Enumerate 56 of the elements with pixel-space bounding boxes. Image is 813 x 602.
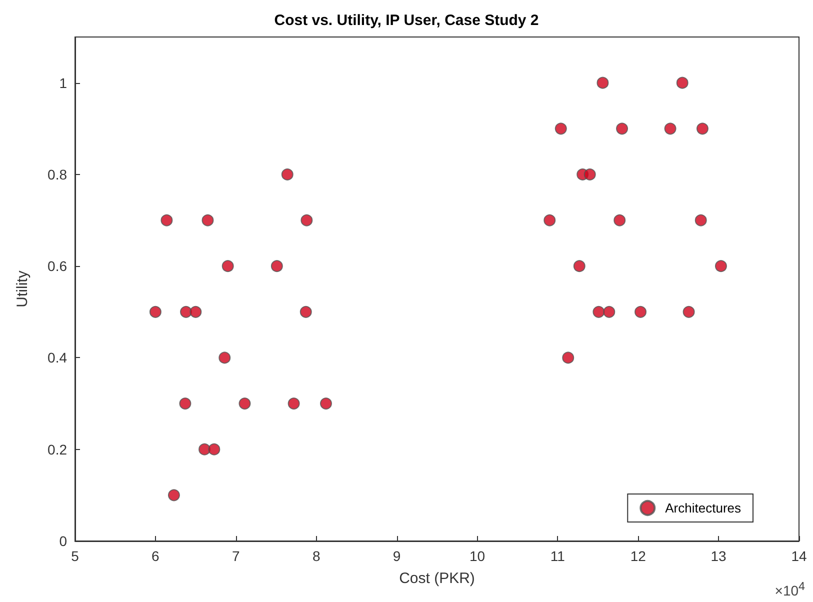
point <box>320 398 332 410</box>
point <box>190 306 202 318</box>
x-tick-label: 11 <box>550 548 566 564</box>
point <box>544 214 556 226</box>
point <box>634 306 647 318</box>
x-tick-label: 6 <box>152 548 160 564</box>
point <box>160 214 173 226</box>
y-tick-label: 0.8 <box>48 166 68 182</box>
x-tick-label: 8 <box>312 548 320 564</box>
point <box>288 398 300 410</box>
point <box>616 122 628 135</box>
text: ×10$^{4}$ <box>774 580 805 599</box>
point <box>202 214 214 226</box>
point <box>573 260 586 272</box>
legend-label: Architectures <box>665 500 742 516</box>
point <box>592 306 605 318</box>
point <box>682 306 695 318</box>
y-tick-label: 0.4 <box>48 350 68 366</box>
x-tick-label: 12 <box>630 548 646 564</box>
point <box>714 260 727 272</box>
point <box>300 306 312 318</box>
point <box>222 260 234 272</box>
y-tick-label: 0 <box>59 533 68 549</box>
point <box>696 122 708 135</box>
x-tick-label: 14 <box>791 548 807 564</box>
point <box>554 122 567 135</box>
point <box>664 122 676 135</box>
point <box>149 306 162 318</box>
y-tick-label: 0.2 <box>48 441 68 458</box>
point <box>218 352 231 364</box>
point <box>300 214 313 226</box>
y-tick-label: 1 <box>59 74 68 91</box>
point <box>562 352 574 364</box>
chart-title: Cost vs. Utility, IP User, Case Study 2 <box>274 12 539 29</box>
x-tick-label: 7 <box>232 548 240 564</box>
point <box>208 443 220 456</box>
point <box>584 168 596 180</box>
point <box>168 489 180 502</box>
point <box>180 306 192 318</box>
x-axis-title: Cost (PKR) <box>399 570 475 587</box>
point <box>281 168 294 180</box>
point <box>198 443 211 456</box>
point <box>596 76 609 89</box>
x-tick-label: 9 <box>392 548 401 564</box>
x-tick-label: 13 <box>710 548 727 564</box>
point <box>614 214 626 226</box>
point <box>179 398 192 410</box>
point <box>603 306 616 318</box>
x-tick-label: 10 <box>469 548 486 564</box>
point <box>694 214 707 226</box>
point <box>270 260 283 272</box>
point <box>676 76 688 89</box>
y-axis-title: Utility <box>14 270 31 308</box>
y-tick-label: 0.6 <box>48 258 68 274</box>
point <box>238 398 251 410</box>
x-tick-label: 5 <box>71 548 80 564</box>
